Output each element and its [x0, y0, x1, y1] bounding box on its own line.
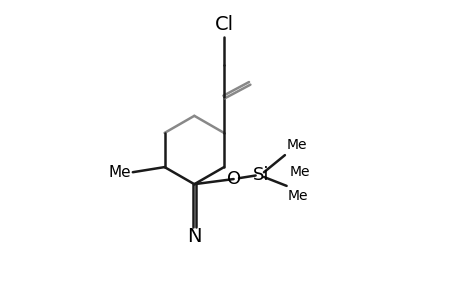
Text: O: O — [226, 170, 240, 188]
Text: Si: Si — [252, 166, 269, 184]
Text: Cl: Cl — [214, 15, 233, 34]
Text: Me: Me — [287, 189, 308, 203]
Text: Me: Me — [108, 165, 131, 180]
Text: N: N — [187, 226, 201, 246]
Text: Me: Me — [286, 138, 306, 152]
Text: Me: Me — [289, 165, 310, 179]
